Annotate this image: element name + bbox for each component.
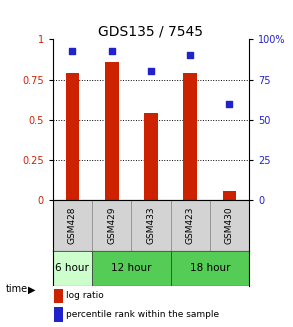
Text: percentile rank within the sample: percentile rank within the sample — [66, 310, 219, 319]
Bar — [105, 62, 118, 200]
Bar — [54, 289, 63, 303]
Text: ▶: ▶ — [28, 284, 35, 294]
Point — [188, 53, 193, 58]
Point — [149, 69, 153, 74]
Text: log ratio: log ratio — [66, 291, 103, 300]
Bar — [66, 73, 79, 200]
Text: time: time — [6, 284, 28, 294]
Text: GSM428: GSM428 — [68, 207, 77, 244]
Bar — [53, 200, 92, 251]
Bar — [54, 307, 63, 322]
Bar — [92, 200, 131, 251]
Title: GDS135 / 7545: GDS135 / 7545 — [98, 24, 203, 38]
Text: 6 hour: 6 hour — [55, 263, 89, 273]
Bar — [171, 251, 249, 286]
Bar — [223, 191, 236, 200]
Bar — [171, 200, 210, 251]
Point — [227, 101, 232, 106]
Text: GSM433: GSM433 — [146, 207, 155, 244]
Text: 12 hour: 12 hour — [111, 263, 151, 273]
Bar — [183, 73, 197, 200]
Bar — [144, 113, 158, 200]
Bar — [131, 200, 171, 251]
Text: GSM423: GSM423 — [186, 207, 195, 244]
Text: GSM429: GSM429 — [107, 207, 116, 244]
Text: GSM430: GSM430 — [225, 207, 234, 244]
Bar — [53, 251, 92, 286]
Point — [70, 48, 75, 53]
Bar — [210, 200, 249, 251]
Text: 18 hour: 18 hour — [190, 263, 230, 273]
Bar — [92, 251, 171, 286]
Point — [109, 48, 114, 53]
